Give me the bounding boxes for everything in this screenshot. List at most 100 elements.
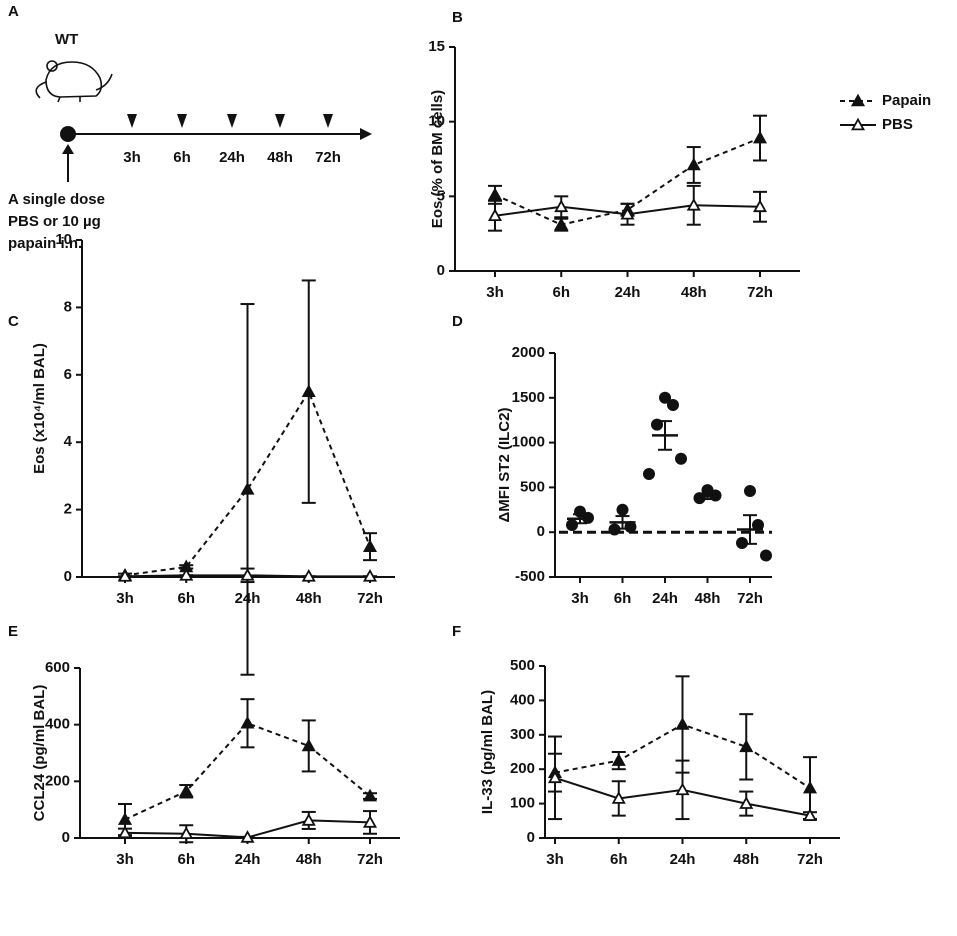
diagram: A WT A single dose PBS or 10 µg papain i…	[8, 3, 372, 252]
panel-label: F	[452, 623, 461, 640]
y-tick-label: 0	[537, 523, 545, 540]
marker	[802, 808, 818, 821]
timeline-arrow	[360, 128, 372, 140]
x-tick-label: 3h	[486, 284, 504, 301]
y-tick-label: 2	[64, 501, 72, 518]
marker	[611, 791, 626, 804]
marker	[675, 782, 690, 796]
marker	[117, 568, 133, 582]
y-tick-label: 200	[510, 760, 535, 777]
marker	[802, 780, 818, 794]
x-tick-label: 24h	[615, 284, 641, 301]
legend-marker	[850, 93, 866, 107]
x-tick-label: 72h	[737, 590, 763, 607]
x-tick-label: 6h	[177, 590, 195, 607]
marker	[739, 739, 754, 753]
y-tick-label: 6	[64, 366, 72, 383]
marker	[686, 157, 701, 171]
y-axis-label: CCL24 (pg/ml BAL)	[31, 685, 48, 822]
panel-label: B	[452, 9, 463, 26]
panel-label: C	[8, 313, 19, 330]
data-point	[643, 467, 655, 480]
data-point	[616, 503, 629, 516]
marker	[675, 717, 690, 730]
marker	[362, 568, 378, 582]
marker	[179, 826, 194, 840]
marker	[547, 770, 563, 784]
legend-label: Papain	[882, 92, 931, 109]
note: A single dose	[8, 191, 105, 208]
x-tick-label: 72h	[747, 284, 773, 301]
marker	[554, 199, 569, 213]
timepoint: 24h	[219, 149, 245, 166]
x-tick-label: 48h	[695, 590, 721, 607]
chart-panel: D ΔMFI ST2 (ILC2) -500 0 500 1000 1500 2000 3h 6h…	[452, 313, 772, 607]
y-tick-label: 400	[45, 716, 70, 733]
y-tick-label: 8	[64, 298, 72, 315]
x-tick-label: 6h	[610, 851, 628, 868]
data-point	[659, 391, 671, 404]
marker	[240, 715, 255, 729]
data-point	[667, 398, 679, 411]
y-tick-label: 1000	[512, 434, 545, 451]
y-tick-label: 1500	[512, 389, 545, 406]
marker	[240, 567, 255, 581]
x-tick-label: 72h	[357, 590, 383, 607]
y-tick-label: 0	[527, 829, 535, 846]
timepoint: 72h	[315, 149, 341, 166]
marker	[301, 384, 316, 397]
y-tick-label: 15	[428, 38, 445, 55]
marker	[240, 482, 255, 495]
marker	[686, 197, 701, 211]
y-tick-label: 300	[510, 726, 535, 743]
time-marker	[127, 114, 137, 128]
data-point	[675, 452, 687, 465]
x-tick-label: 48h	[296, 590, 322, 607]
legend-label: PBS	[882, 116, 913, 133]
y-axis-label: Eos (x10⁴/ml BAL)	[31, 343, 48, 474]
time-marker	[323, 114, 333, 128]
y-tick-label: 0	[437, 262, 445, 279]
marker	[362, 788, 378, 802]
note: PBS or 10 µg	[8, 213, 101, 230]
x-tick-label: 3h	[546, 851, 564, 868]
y-axis-label: ΔMFI ST2 (ILC2)	[496, 408, 513, 523]
panel-label: A	[8, 3, 19, 20]
legend-marker	[850, 117, 866, 131]
marker	[752, 130, 768, 144]
x-tick-label: 3h	[116, 590, 134, 607]
data-point	[608, 523, 621, 536]
x-tick-label: 3h	[116, 851, 134, 868]
marker	[301, 568, 316, 582]
note: papain i.n.	[8, 235, 82, 252]
marker	[179, 783, 194, 797]
marker	[487, 208, 503, 222]
marker	[117, 812, 133, 825]
y-tick-label: 10	[55, 231, 72, 248]
time-marker	[177, 114, 187, 128]
x-tick-label: 3h	[571, 590, 589, 607]
y-tick-label: 10	[428, 113, 445, 130]
x-tick-label: 72h	[357, 851, 383, 868]
marker	[179, 567, 194, 581]
x-tick-label: 48h	[681, 284, 707, 301]
x-tick-label: 24h	[670, 851, 696, 868]
chart-panel: E CCL24 (pg/ml BAL) 0 200 400 600 3h 6h 24h 48h 72…	[8, 623, 400, 868]
chart-panel: F IL-33 (pg/ml BAL) 0 100 200 300 400 500 3h 6h 24…	[452, 623, 840, 868]
chart-panel: B Eos (% of BM cells) 0 5 10 15 3h 6h 24h 48h 72h P…	[428, 9, 931, 301]
data-point	[624, 520, 637, 533]
marker	[301, 813, 316, 826]
y-tick-label: 600	[45, 659, 70, 676]
marker	[362, 815, 378, 828]
marker	[362, 539, 378, 552]
x-tick-label: 6h	[177, 851, 195, 868]
panel-label: E	[8, 623, 18, 640]
data-point	[736, 536, 748, 549]
marker	[752, 199, 768, 213]
start-dot	[60, 126, 76, 142]
y-tick-label: 2000	[512, 344, 545, 361]
mouse-icon	[35, 60, 113, 103]
marker	[117, 825, 133, 839]
marker	[611, 753, 626, 766]
